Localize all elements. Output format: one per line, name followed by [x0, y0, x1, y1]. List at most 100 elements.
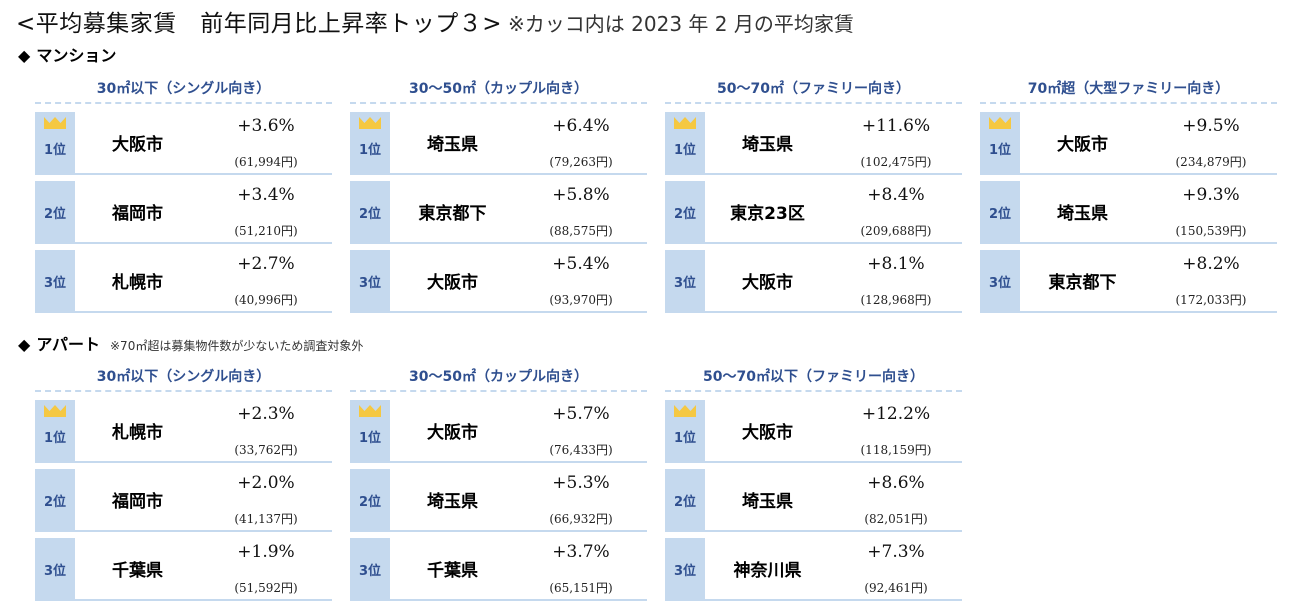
yoy-percent: +8.1% — [867, 254, 925, 274]
average-rent: (51,592円) — [234, 581, 298, 595]
value-cell: +2.3% (33,762円) — [200, 400, 332, 461]
column-title: 50～70㎡以下（ファミリー向き） — [703, 369, 924, 385]
yoy-percent: +7.3% — [867, 542, 925, 562]
rank-label: 1位 — [358, 143, 382, 158]
yoy-percent: +9.5% — [1182, 116, 1240, 136]
yoy-percent: +9.3% — [1182, 185, 1240, 205]
yoy-percent: +5.3% — [552, 473, 610, 493]
column-title: 30㎡以下（シングル向き） — [96, 81, 271, 97]
area-name: 埼玉県 — [427, 492, 478, 512]
ranking-column: 50～70㎡以下（ファミリー向き） 1位 大阪市 +12.2% (118,159… — [665, 366, 962, 607]
rank-cell: 3位 — [35, 538, 75, 601]
column-title: 70㎡超（大型ファミリー向き） — [1027, 81, 1230, 97]
rank-cell: 2位 — [35, 469, 75, 532]
ranking-row: 3位 千葉県 +1.9% (51,592円) — [35, 538, 332, 601]
section-heading-mansion: ◆ マンション — [18, 42, 116, 66]
ranking-column: 30～50㎡（カップル向き） 1位 埼玉県 +6.4% (79,263円) 2位… — [350, 78, 647, 319]
value-cell: +1.9% (51,592円) — [200, 538, 332, 599]
rank-cell: 3位 — [350, 250, 390, 313]
average-rent: (65,151円) — [549, 581, 613, 595]
average-rent: (92,461円) — [864, 581, 928, 595]
yoy-percent: +5.7% — [552, 404, 610, 424]
rank-cell: 2位 — [980, 181, 1020, 244]
yoy-percent: +2.3% — [237, 404, 295, 424]
rank-cell: 1位 — [980, 112, 1020, 175]
rank-cell: 3位 — [35, 250, 75, 313]
crown-icon — [44, 117, 66, 129]
ranking-row: 1位 大阪市 +12.2% (118,159円) — [665, 400, 962, 463]
dashed-divider — [350, 102, 647, 104]
rank-label: 2位 — [358, 207, 382, 222]
average-rent: (128,968円) — [860, 293, 932, 307]
rank-label: 1位 — [673, 431, 697, 446]
area-name: 東京23区 — [730, 204, 805, 224]
yoy-percent: +3.7% — [552, 542, 610, 562]
rank-label: 2位 — [988, 207, 1012, 222]
value-cell: +5.7% (76,433円) — [515, 400, 647, 461]
yoy-percent: +6.4% — [552, 116, 610, 136]
area-name: 埼玉県 — [742, 492, 793, 512]
diamond-icon: ◆ — [18, 46, 31, 65]
ranking-row: 3位 大阪市 +5.4% (93,970円) — [350, 250, 647, 313]
section-label: マンション — [36, 46, 117, 65]
rank-label: 1位 — [673, 143, 697, 158]
value-cell: +3.7% (65,151円) — [515, 538, 647, 599]
average-rent: (93,970円) — [549, 293, 613, 307]
average-rent: (76,433円) — [549, 443, 613, 457]
area-name: 大阪市 — [742, 273, 793, 293]
ranking-row: 2位 東京都下 +5.8% (88,575円) — [350, 181, 647, 244]
rank-label: 1位 — [358, 431, 382, 446]
yoy-percent: +8.2% — [1182, 254, 1240, 274]
rank-cell: 3位 — [350, 538, 390, 601]
average-rent: (51,210円) — [234, 224, 298, 238]
rank-label: 3位 — [673, 276, 697, 291]
value-cell: +2.7% (40,996円) — [200, 250, 332, 311]
crown-icon — [359, 117, 381, 129]
area-name: 埼玉県 — [742, 135, 793, 155]
average-rent: (118,159円) — [860, 443, 932, 457]
rank-label: 3位 — [43, 564, 67, 579]
rank-label: 2位 — [673, 495, 697, 510]
rank-cell: 1位 — [665, 400, 705, 463]
area-name: 札幌市 — [112, 423, 163, 443]
area-name: 埼玉県 — [1057, 204, 1108, 224]
dashed-divider — [35, 390, 332, 392]
area-name: 大阪市 — [112, 135, 163, 155]
dashed-divider — [980, 102, 1277, 104]
dashed-divider — [665, 102, 962, 104]
rank-label: 3位 — [358, 564, 382, 579]
section-label: アパート — [36, 335, 100, 354]
average-rent: (102,475円) — [860, 155, 932, 169]
value-cell: +3.6% (61,994円) — [200, 112, 332, 173]
yoy-percent: +5.8% — [552, 185, 610, 205]
average-rent: (33,762円) — [234, 443, 298, 457]
ranking-column: 30㎡以下（シングル向き） 1位 札幌市 +2.3% (33,762円) 2位 … — [35, 366, 332, 607]
column-title: 30㎡以下（シングル向き） — [96, 369, 271, 385]
area-name: 千葉県 — [427, 561, 478, 581]
area-name: 札幌市 — [112, 273, 163, 293]
value-cell: +2.0% (41,137円) — [200, 469, 332, 530]
rank-cell: 2位 — [665, 181, 705, 244]
rank-label: 1位 — [43, 143, 67, 158]
ranking-row: 3位 神奈川県 +7.3% (92,461円) — [665, 538, 962, 601]
average-rent: (209,688円) — [860, 224, 932, 238]
rank-label: 3位 — [358, 276, 382, 291]
area-name: 大阪市 — [427, 423, 478, 443]
average-rent: (61,994円) — [234, 155, 298, 169]
ranking-row: 3位 千葉県 +3.7% (65,151円) — [350, 538, 647, 601]
rank-cell: 1位 — [665, 112, 705, 175]
average-rent: (150,539円) — [1175, 224, 1247, 238]
ranking-row: 2位 埼玉県 +8.6% (82,051円) — [665, 469, 962, 532]
rank-label: 2位 — [673, 207, 697, 222]
ranking-row: 1位 大阪市 +3.6% (61,994円) — [35, 112, 332, 175]
value-cell: +8.2% (172,033円) — [1145, 250, 1277, 311]
area-name: 神奈川県 — [733, 561, 802, 581]
crown-icon — [989, 117, 1011, 129]
rank-cell: 2位 — [350, 469, 390, 532]
average-rent: (88,575円) — [549, 224, 613, 238]
average-rent: (41,137円) — [234, 512, 298, 526]
rank-cell: 1位 — [35, 400, 75, 463]
rank-cell: 3位 — [665, 250, 705, 313]
value-cell: +5.4% (93,970円) — [515, 250, 647, 311]
yoy-percent: +8.6% — [867, 473, 925, 493]
